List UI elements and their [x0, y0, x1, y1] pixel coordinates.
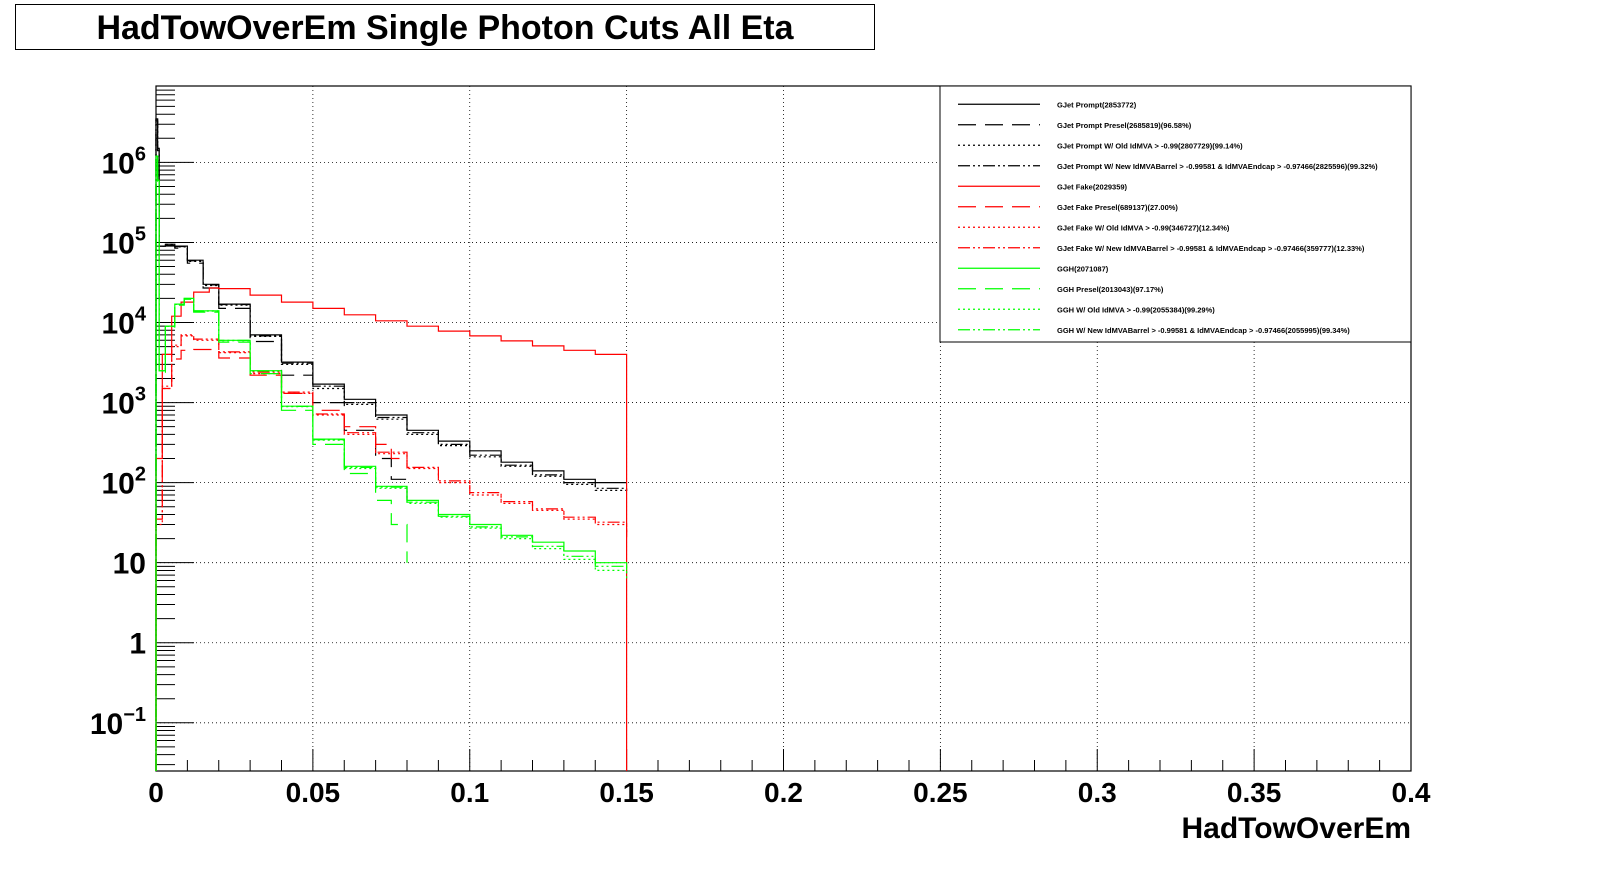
x-tick-label: 0.1 — [450, 777, 489, 808]
legend-label-5: GJet Fake Presel(689137)(27.00%) — [1057, 203, 1178, 212]
legend-label-9: GGH Presel(2013043)(97.17%) — [1057, 285, 1164, 294]
x-tick-label: 0.35 — [1227, 777, 1282, 808]
x-tick-label: 0.15 — [599, 777, 654, 808]
legend-label-1: GJet Prompt Presel(2685819)(96.58%) — [1057, 121, 1192, 130]
x-tick-label: 0 — [148, 777, 164, 808]
y-tick-label: 106 — [102, 143, 147, 180]
legend-label-0: GJet Prompt(2853772) — [1057, 100, 1137, 109]
series-group — [155, 118, 628, 771]
y-tick-label: 1 — [129, 628, 146, 661]
series-line-9 — [155, 156, 408, 771]
chart-title: HadTowOverEm Single Photon Cuts All Eta — [96, 9, 794, 47]
series-line-4 — [155, 287, 628, 771]
series-line-11 — [155, 155, 628, 771]
legend-label-11: GGH W/ New IdMVABarrel > -0.99581 & IdMV… — [1057, 326, 1350, 335]
x-axis-ticks — [155, 749, 1412, 771]
legend-label-6: GJet Fake W/ Old IdMVA > -0.99(346727)(1… — [1057, 223, 1230, 232]
series-line-7 — [155, 334, 628, 771]
series-line-0 — [155, 118, 627, 771]
series-line-3 — [155, 118, 628, 771]
series-line-5 — [155, 348, 408, 771]
x-tick-label: 0.05 — [286, 777, 341, 808]
x-tick-label: 0.25 — [913, 777, 968, 808]
legend-label-4: GJet Fake(2029359) — [1057, 182, 1128, 191]
y-tick-label: 105 — [102, 223, 147, 260]
series-line-1 — [155, 120, 408, 771]
series-line-2 — [155, 118, 628, 771]
legend: GJet Prompt(2853772) GJet Prompt Presel(2… — [939, 85, 1412, 343]
x-tick-label: 0.3 — [1078, 777, 1117, 808]
chart-title-box: HadTowOverEm Single Photon Cuts All Eta — [15, 4, 875, 50]
legend-label-8: GGH(2071087) — [1057, 264, 1109, 273]
y-tick-label: 10−1 — [90, 704, 146, 741]
x-axis-title: HadTowOverEm — [1182, 812, 1412, 845]
y-tick-label: 10 — [113, 548, 146, 581]
x-tick-label: 0.4 — [1392, 777, 1431, 808]
y-tick-label: 103 — [102, 384, 147, 421]
legend-label-10: GGH W/ Old IdMVA > -0.99(2055384)(99.29%… — [1057, 305, 1215, 314]
legend-box — [939, 85, 1412, 343]
legend-label-7: GJet Fake W/ New IdMVABarrel > -0.99581 … — [1057, 244, 1365, 253]
y-tick-label: 104 — [102, 304, 147, 341]
legend-label-3: GJet Prompt W/ New IdMVABarrel > -0.9958… — [1057, 162, 1378, 171]
legend-label-2: GJet Prompt W/ Old IdMVA > -0.99(2807729… — [1057, 141, 1243, 150]
x-tick-label: 0.2 — [764, 777, 803, 808]
y-tick-label: 102 — [102, 464, 147, 501]
series-line-6 — [155, 335, 628, 771]
